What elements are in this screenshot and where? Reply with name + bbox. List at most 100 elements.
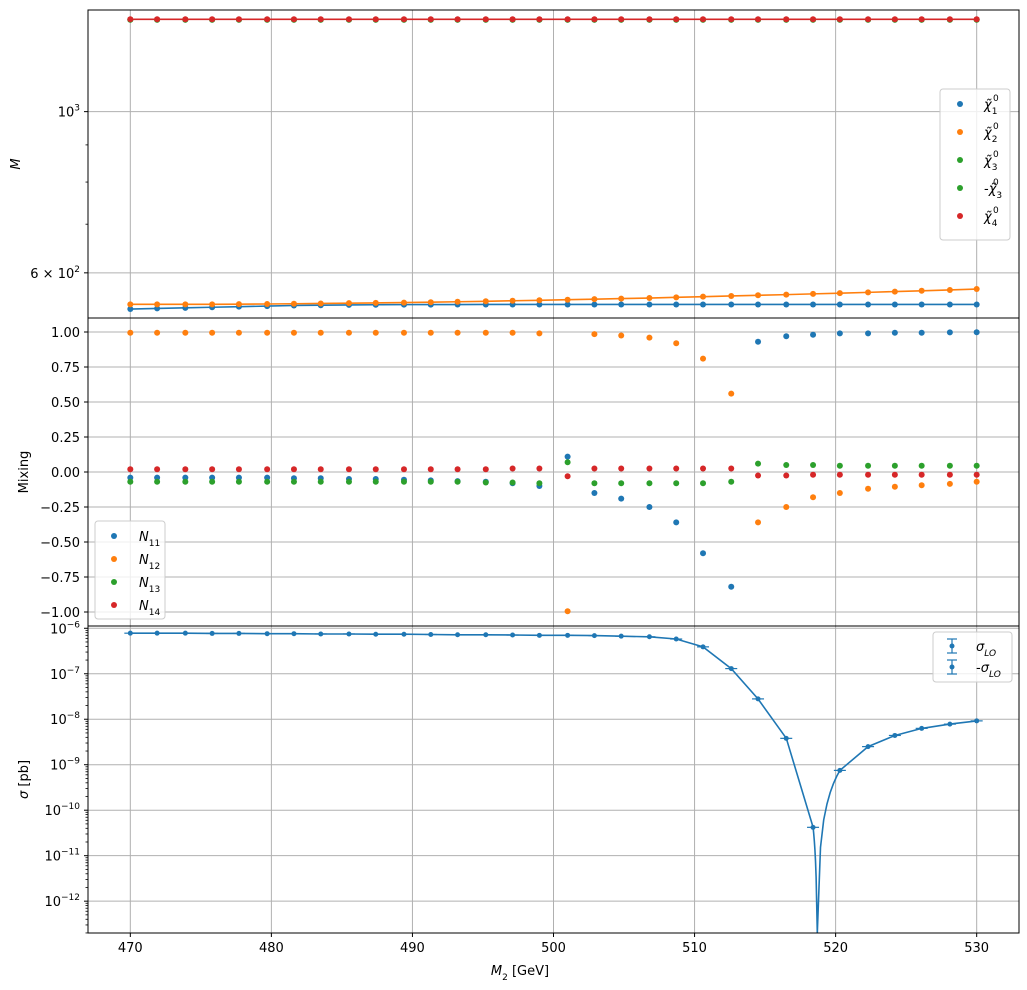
x-tick-label: 530 — [964, 941, 989, 956]
data-point — [209, 478, 216, 485]
data-point — [317, 300, 324, 307]
data-point — [235, 301, 242, 308]
data-point — [973, 471, 980, 478]
x-tick-label: 480 — [259, 941, 284, 956]
data-point — [372, 478, 379, 485]
series-line — [130, 303, 977, 310]
data-point — [264, 466, 271, 473]
data-point — [810, 471, 817, 478]
legend-label: χ̃1 — [983, 98, 997, 117]
data-point — [810, 331, 817, 338]
data-point — [700, 301, 707, 308]
data-point — [919, 725, 925, 731]
data-point — [865, 330, 872, 337]
data-point — [973, 301, 980, 308]
data-point — [454, 478, 461, 485]
legend-label: N12 — [139, 553, 160, 572]
data-point — [974, 718, 980, 724]
data-point — [946, 286, 953, 293]
data-point — [509, 465, 516, 472]
data-point — [455, 632, 461, 638]
data-point — [836, 290, 843, 297]
data-point — [264, 300, 271, 307]
data-point — [564, 473, 571, 480]
data-point — [209, 329, 216, 336]
data-point — [591, 480, 598, 487]
data-point — [373, 631, 379, 637]
data-point — [154, 329, 161, 336]
data-point — [810, 16, 817, 23]
data-point — [235, 474, 242, 481]
data-point — [673, 636, 679, 642]
series-1 — [833, 718, 983, 773]
data-point — [372, 466, 379, 473]
data-point — [783, 301, 790, 308]
data-point — [591, 633, 597, 639]
data-point — [755, 292, 762, 299]
data-point — [891, 471, 898, 478]
data-point — [591, 465, 598, 472]
data-point — [290, 16, 297, 23]
data-point — [536, 465, 543, 472]
data-point — [700, 465, 707, 472]
series-line — [130, 288, 977, 306]
data-point — [400, 478, 407, 485]
data-point — [836, 301, 843, 308]
data-point — [618, 301, 625, 308]
data-point — [372, 16, 379, 23]
legend-superscript: 0 — [993, 206, 999, 216]
data-point — [891, 483, 898, 490]
data-point — [154, 478, 161, 485]
data-point — [783, 504, 790, 510]
data-point — [755, 696, 761, 702]
data-point — [372, 329, 379, 336]
data-point — [182, 466, 189, 473]
data-point — [728, 478, 735, 485]
data-point — [345, 329, 352, 336]
data-point — [264, 474, 271, 481]
data-point — [564, 459, 571, 466]
y-tick-label: 10−9 — [50, 757, 80, 774]
x-axis-label: M2 [GeV] — [491, 964, 549, 983]
data-point — [454, 466, 461, 473]
data-point — [918, 462, 925, 469]
legend-superscript: 0 — [993, 150, 999, 160]
data-point — [673, 519, 680, 526]
y-tick-label: 10−11 — [44, 848, 80, 865]
data-point — [946, 480, 953, 487]
data-point — [290, 466, 297, 473]
data-point — [618, 495, 625, 502]
y-tick-label: −0.25 — [40, 501, 80, 516]
data-point — [209, 474, 216, 481]
data-point — [918, 329, 925, 336]
data-point — [673, 480, 680, 487]
data-point — [728, 301, 735, 308]
data-point — [317, 329, 324, 336]
data-point — [510, 632, 516, 638]
data-point — [728, 465, 735, 472]
data-point — [783, 462, 790, 468]
data-point — [865, 16, 872, 23]
y-tick-label: −0.50 — [40, 536, 80, 551]
series-3 — [127, 465, 980, 480]
y-tick-label: 1.00 — [51, 326, 80, 341]
data-point — [591, 16, 598, 23]
data-point — [836, 330, 843, 337]
data-point — [182, 329, 189, 336]
data-point — [700, 550, 707, 557]
series-4 — [127, 16, 980, 23]
legend-marker — [957, 213, 963, 219]
data-point — [673, 16, 680, 23]
data-point — [182, 478, 189, 485]
data-point — [836, 16, 843, 23]
data-point — [810, 301, 817, 308]
data-point — [646, 334, 653, 341]
legend: σLO -σLO — [932, 631, 1013, 683]
legend-marker — [949, 664, 955, 670]
series-1 — [127, 329, 980, 615]
data-point — [918, 471, 925, 478]
data-point — [891, 288, 898, 295]
data-point — [236, 630, 242, 636]
data-point — [783, 333, 790, 340]
